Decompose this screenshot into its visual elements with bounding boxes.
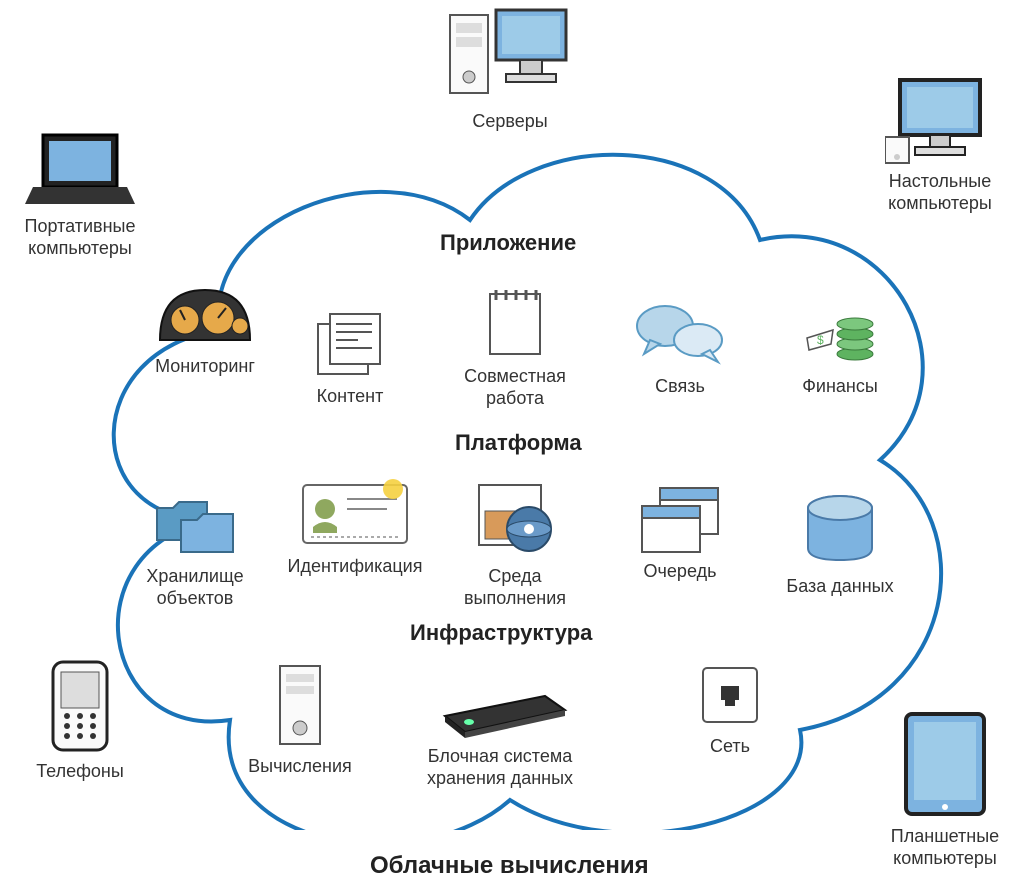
desktop-icon: [885, 75, 995, 165]
item-block-storage: Блочная система хранения данных: [400, 680, 600, 789]
tablet-icon: [900, 710, 990, 820]
communication-label: Связь: [655, 376, 705, 398]
desktops-label: Настольные компьютеры: [888, 171, 992, 214]
server-tower-icon: [270, 660, 330, 750]
network-label: Сеть: [710, 736, 750, 758]
item-identity: Идентификация: [270, 475, 440, 578]
database-label: База данных: [786, 576, 893, 598]
section-infrastructure: Инфраструктура: [410, 620, 592, 646]
collaboration-label: Совместная работа: [464, 366, 566, 409]
finance-label: Финансы: [802, 376, 878, 398]
device-servers: Серверы: [420, 5, 600, 133]
item-runtime: Среда выполнения: [440, 475, 590, 609]
item-network: Сеть: [680, 660, 780, 758]
section-platform: Платформа: [455, 430, 582, 456]
block-storage-icon: [425, 680, 575, 740]
notepad-icon: [480, 280, 550, 360]
device-phones: Телефоны: [25, 660, 135, 783]
phones-label: Телефоны: [36, 761, 124, 783]
item-compute: Вычисления: [230, 660, 370, 778]
runtime-label: Среда выполнения: [464, 566, 566, 609]
database-icon: [795, 490, 885, 570]
phone-icon: [45, 660, 115, 755]
item-queue: Очередь: [620, 480, 740, 583]
item-finance: $ Финансы: [780, 300, 900, 398]
compute-label: Вычисления: [248, 756, 352, 778]
dashboard-icon: [150, 280, 260, 350]
runtime-icon: [465, 475, 565, 560]
device-desktops: Настольные компьютеры: [860, 75, 1020, 214]
tablets-label: Планшетные компьютеры: [891, 826, 999, 869]
folders-icon: [145, 480, 245, 560]
item-content: Контент: [290, 310, 410, 408]
money-icon: $: [795, 300, 885, 370]
network-jack-icon: [695, 660, 765, 730]
device-laptops: Портативные компьютеры: [10, 130, 150, 259]
queue-icon: [630, 480, 730, 555]
id-card-icon: [295, 475, 415, 550]
item-collaboration: Совместная работа: [440, 280, 590, 409]
chat-icon: [630, 300, 730, 370]
main-title: Облачные вычисления: [370, 852, 649, 880]
content-label: Контент: [317, 386, 384, 408]
queue-label: Очередь: [644, 561, 717, 583]
item-object-storage: Хранилище объектов: [120, 480, 270, 609]
section-application: Приложение: [440, 230, 576, 256]
servers-label: Серверы: [472, 111, 547, 133]
device-tablets: Планшетные компьютеры: [870, 710, 1020, 869]
object-storage-label: Хранилище объектов: [146, 566, 243, 609]
laptops-label: Портативные компьютеры: [25, 216, 136, 259]
svg-text:$: $: [817, 333, 824, 347]
monitoring-label: Мониторинг: [155, 356, 255, 378]
identity-label: Идентификация: [288, 556, 423, 578]
item-communication: Связь: [620, 300, 740, 398]
block-storage-label: Блочная система хранения данных: [427, 746, 573, 789]
item-database: База данных: [770, 490, 910, 598]
laptop-icon: [25, 130, 135, 210]
document-icon: [310, 310, 390, 380]
servers-icon: [440, 5, 580, 105]
item-monitoring: Мониторинг: [130, 280, 280, 378]
